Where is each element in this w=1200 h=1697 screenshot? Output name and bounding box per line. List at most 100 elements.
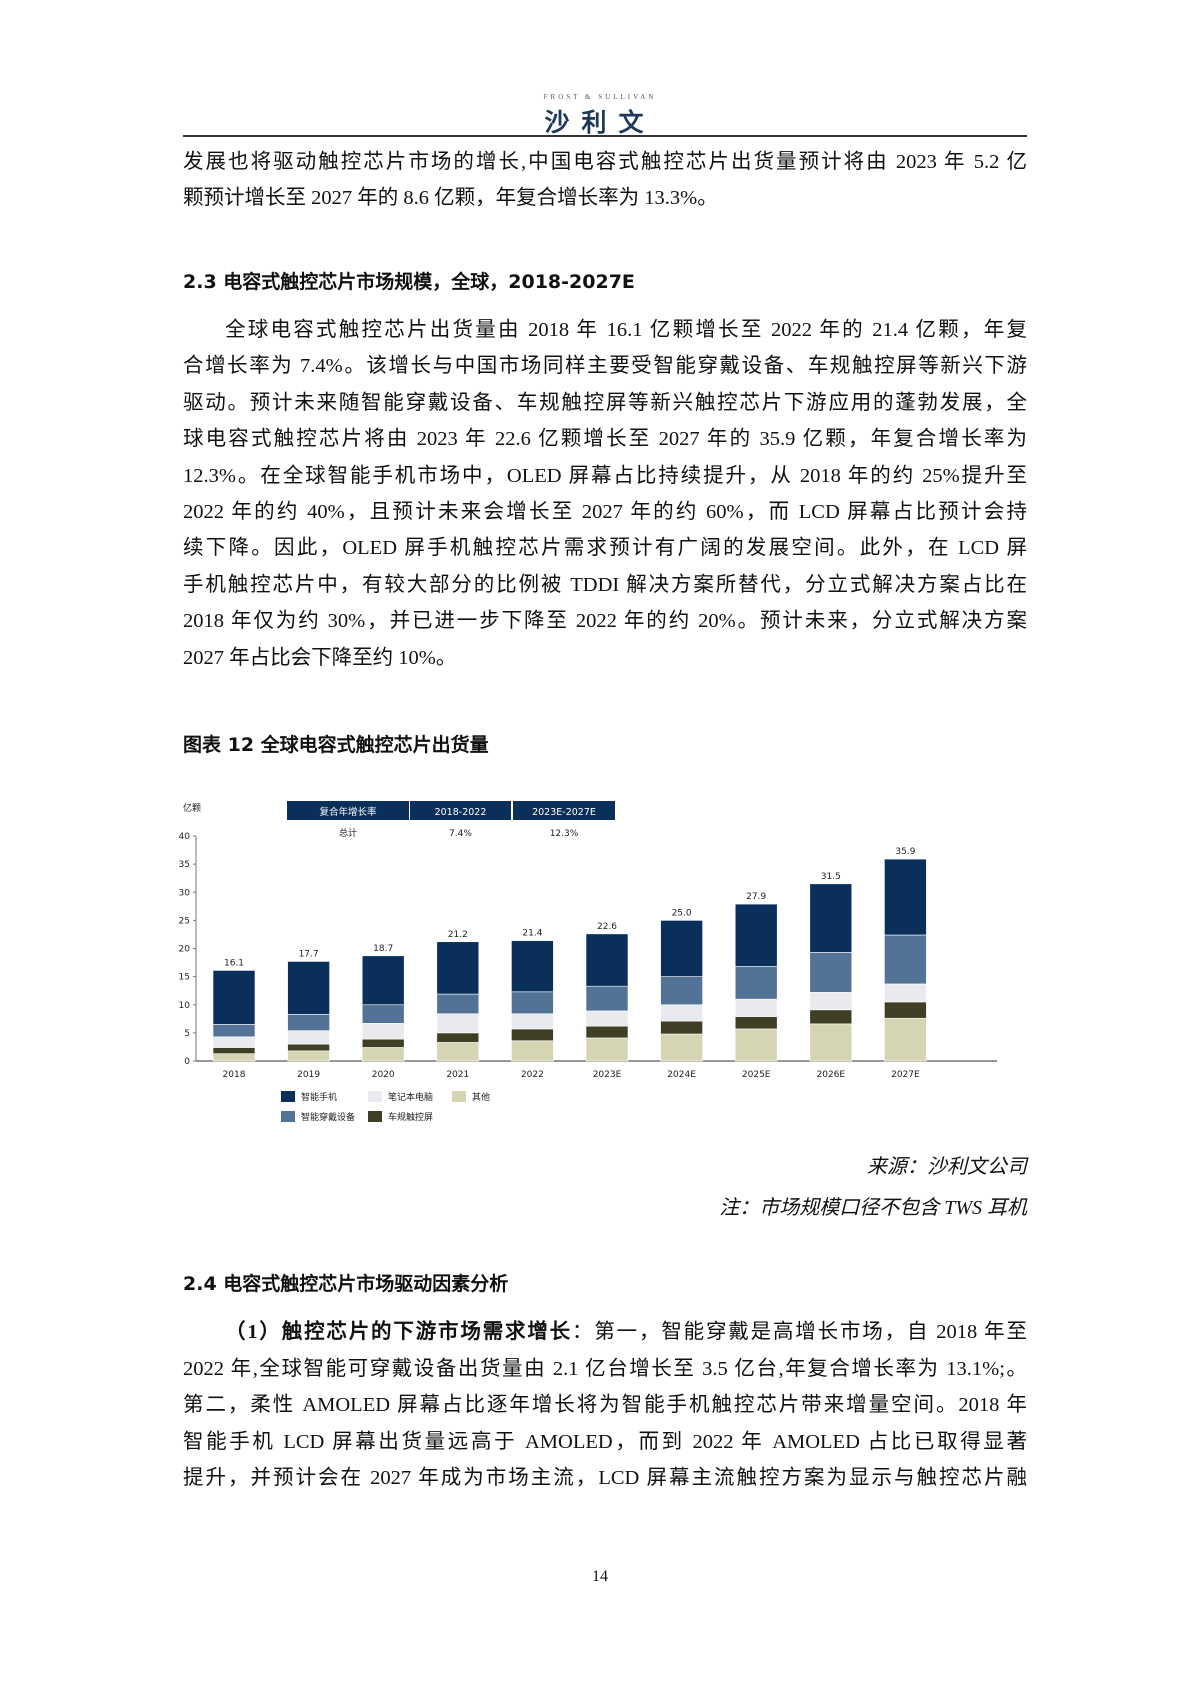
bar-segment-智能穿戴设备 (212, 1024, 256, 1038)
bar-segment-车规触控屏 (884, 1001, 927, 1019)
paragraph-line: 驱动。预计未来随智能穿戴设备、车规触控屏等新兴触控芯片下游应用的蓬勃发展，全 (183, 391, 1027, 414)
figure-source: 来源：沙利文公司 (867, 1156, 1027, 1178)
x-tick-label: 2027E (891, 1070, 920, 1080)
bar-segment-笔记本电脑 (361, 1023, 405, 1040)
bar-total-label: 18.7 (373, 944, 393, 954)
legend-swatch (281, 1111, 295, 1122)
y-tick-label: 0 (184, 1057, 190, 1067)
cagr-value: 7.4% (449, 829, 472, 839)
figure-note: 注：市场规模口径不包含 TWS 耳机 (719, 1197, 1027, 1219)
bar-total-label: 21.2 (448, 930, 468, 940)
x-tick-label: 2019 (297, 1070, 320, 1080)
paragraph-line: 提升，并预计会在 2027 年成为市场主流，LCD 屏幕主流触控方案为显示与触控… (183, 1467, 1027, 1490)
bar-segment-车规触控屏 (734, 1016, 778, 1030)
cagr-value: 总计 (339, 827, 357, 839)
bar-segment-车规触控屏 (361, 1038, 405, 1048)
bar-segment-车规触控屏 (660, 1020, 703, 1035)
bar-segment-车规触控屏 (585, 1025, 629, 1039)
bar-segment-笔记本电脑 (511, 1013, 554, 1030)
x-tick-label: 2021 (446, 1070, 469, 1080)
cagr-value: 12.3% (550, 829, 579, 839)
bar-segment-笔记本电脑 (809, 992, 853, 1011)
bar-segment-笔记本电脑 (436, 1013, 480, 1034)
bar-segment-智能手机 (287, 961, 330, 1015)
bar-segment-其他 (212, 1053, 256, 1062)
bar-segment-智能穿戴设备 (809, 952, 853, 993)
bar-total-label: 22.6 (597, 922, 617, 932)
bar-segment-笔记本电脑 (884, 983, 927, 1003)
paragraph-line: 2027 年占比会下降至约 10%。 (183, 646, 457, 669)
bar-segment-其他 (884, 1017, 927, 1062)
bar-total-label: 25.0 (672, 908, 692, 918)
bar-segment-车规触控屏 (436, 1032, 480, 1043)
bars: 16.1 2018 17.7 2019 18.7 2020 21.2 2021 21.4 2022… (212, 847, 927, 1080)
paragraph-line: 2022 年,全球智能可穿戴设备出货量由 2.1 亿台增长至 3.5 亿台,年复… (183, 1357, 1027, 1380)
x-tick-label: 2020 (372, 1070, 395, 1080)
bar-total-label: 35.9 (895, 847, 915, 857)
bar-segment-智能手机 (212, 970, 256, 1025)
lead-rest: ：第一，智能穿戴是高增长市场，自 2018 年至 (572, 1321, 1028, 1343)
cagr-header-text: 2023E-2027E (532, 807, 596, 818)
bar-segment-车规触控屏 (511, 1028, 554, 1042)
bar-segment-其他 (585, 1037, 629, 1062)
bar-total-label: 31.5 (821, 872, 841, 882)
bar-segment-智能手机 (660, 920, 703, 977)
paragraph-line: 12.3%。在全球智能手机市场中，OLED 屏幕占比持续提升，从 2018 年的… (183, 464, 1027, 487)
y-tick-label: 35 (179, 860, 190, 870)
bar-segment-其他 (361, 1047, 405, 1062)
y-tick-label: 30 (179, 888, 191, 898)
paragraph-line: 智能手机 LCD 屏幕出货量远高于 AMOLED，而到 2022 年 AMOLE… (183, 1430, 1027, 1453)
bar-segment-其他 (734, 1028, 778, 1062)
y-tick-label: 40 (179, 832, 191, 842)
bar-segment-笔记本电脑 (734, 998, 778, 1017)
cagr-header-text: 复合年增长率 (319, 806, 377, 818)
figure-title: 图表 12 全球电容式触控芯片出货量 (183, 734, 489, 756)
y-tick-label: 5 (184, 1029, 190, 1039)
paragraph-line: 续下降。因此，OLED 屏手机触控芯片需求预计有广阔的发展空间。此外，在 LCD… (183, 537, 1027, 560)
y-tick-label: 15 (179, 973, 190, 983)
bar-segment-车规触控屏 (809, 1009, 853, 1025)
bar-segment-智能穿戴设备 (361, 1004, 405, 1024)
logo-chinese: 沙利文 (544, 108, 656, 137)
bar-segment-智能穿戴设备 (660, 976, 703, 1006)
cagr-header-cell (410, 801, 511, 820)
page-number: 14 (592, 1568, 608, 1585)
cagr-header-cell (513, 801, 615, 820)
bar-segment-智能手机 (361, 955, 405, 1006)
section-heading-2-4: 2.4 电容式触控芯片市场驱动因素分析 (183, 1273, 509, 1295)
bar-segment-笔记本电脑 (585, 1010, 629, 1027)
bar-segment-智能穿戴设备 (511, 991, 554, 1015)
bar-segment-智能穿戴设备 (734, 966, 778, 1000)
legend-swatch (368, 1091, 382, 1102)
bar-segment-智能手机 (734, 903, 778, 967)
legend-label: 车规触控屏 (388, 1111, 433, 1123)
legend-label: 智能手机 (301, 1091, 337, 1103)
bar-total-label: 21.4 (522, 929, 542, 939)
x-tick-label: 2025E (742, 1070, 771, 1080)
paragraph-line: 合增长率为 7.4%。该增长与中国市场同样主要受智能穿戴设备、车规触控屏等新兴下… (183, 355, 1027, 378)
bar-total-label: 27.9 (746, 892, 766, 902)
x-tick-label: 2022 (521, 1070, 544, 1080)
bar-segment-智能穿戴设备 (585, 985, 629, 1012)
section-heading-2-3: 2.3 电容式触控芯片市场规模，全球，2018-2027E (183, 271, 635, 293)
paragraph-line: （1）触控芯片的下游市场需求增长：第一，智能穿戴是高增长市场，自 2018 年至 (225, 1320, 1027, 1344)
bar-segment-智能手机 (436, 941, 480, 995)
x-tick-label: 2026E (817, 1070, 846, 1080)
y-tick-label: 20 (179, 945, 191, 955)
legend-label: 笔记本电脑 (388, 1091, 433, 1103)
cagr-header-cell (287, 801, 409, 820)
y-tick-label: 10 (179, 1001, 191, 1011)
header-rule (183, 135, 1027, 137)
x-tick-label: 2018 (223, 1070, 246, 1080)
bar-segment-智能穿戴设备 (287, 1014, 330, 1031)
bar-segment-笔记本电脑 (660, 1004, 703, 1022)
bar-segment-其他 (436, 1042, 480, 1062)
x-tick-label: 2024E (667, 1070, 696, 1080)
y-axis-unit: 亿颗 (183, 802, 201, 814)
paragraph-line: 2022 年的约 40%，且预计未来会增长至 2027 年的约 60%，而 LC… (183, 501, 1027, 523)
bar-segment-其他 (660, 1033, 703, 1062)
x-tick-label: 2023E (593, 1070, 622, 1080)
paragraph-line: 球电容式触控芯片将由 2023 年 22.6 亿颗增长至 2027 年的 35.… (183, 428, 1027, 451)
